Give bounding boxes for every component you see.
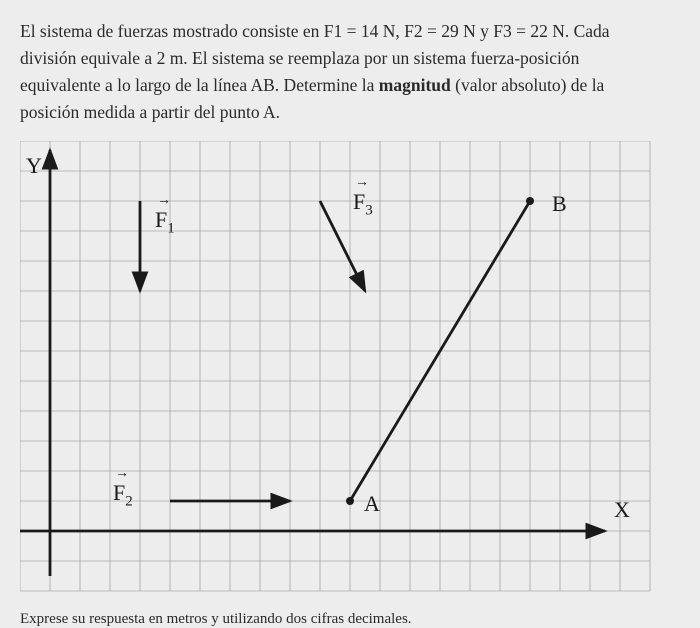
force-f2-label: F2	[113, 480, 133, 510]
force-f3-label: F3	[353, 189, 373, 219]
text: N. Cada	[548, 21, 610, 41]
point-b-label: B	[552, 191, 567, 217]
text: (valor absoluto) de la	[451, 75, 605, 95]
problem-statement: El sistema de fuerzas mostrado consiste …	[20, 18, 680, 127]
x-axis-label: X	[614, 497, 630, 523]
text: N y F3 =	[459, 21, 531, 41]
text: N, F2 =	[378, 21, 441, 41]
text: equivalente a lo largo de la línea AB. D…	[20, 75, 379, 95]
answer-hint: Exprese su respuesta en metros y utiliza…	[20, 611, 680, 628]
f1-value: 14	[361, 21, 379, 41]
text: El sistema de fuerzas mostrado consiste …	[20, 21, 361, 41]
bold-magnitud: magnitud	[379, 75, 451, 95]
y-axis-label: Y	[26, 153, 42, 179]
diagram: Y X A B F1 F2 F3	[20, 141, 660, 601]
text: posición medida a partir del punto A.	[20, 102, 280, 122]
point-a-label: A	[364, 491, 380, 517]
force-f1-label: F1	[155, 207, 175, 237]
text: división equivale a 2 m. El sistema se r…	[20, 48, 579, 68]
f3-value: 22	[530, 21, 548, 41]
f2-value: 29	[441, 21, 459, 41]
